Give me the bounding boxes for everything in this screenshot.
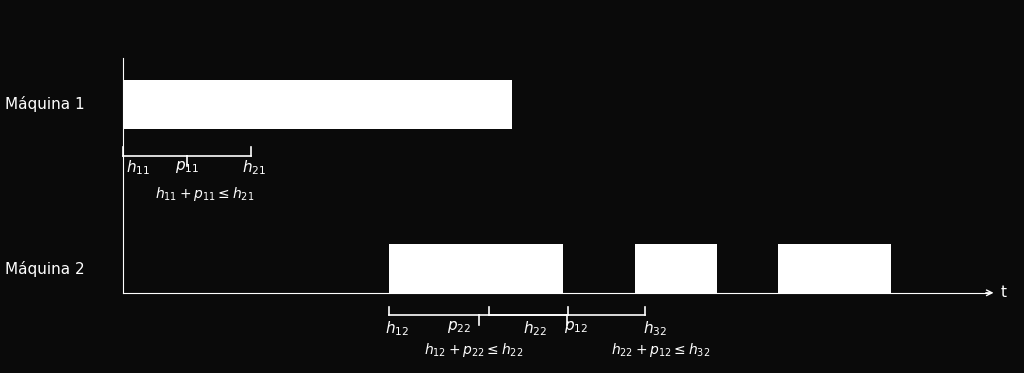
Bar <box>635 244 717 293</box>
Bar <box>389 244 563 293</box>
Text: $p_{22}$: $p_{22}$ <box>446 319 471 335</box>
Text: $h_{12}$: $h_{12}$ <box>385 319 410 338</box>
Text: t: t <box>1000 285 1007 300</box>
Text: Máquina 2: Máquina 2 <box>5 261 85 276</box>
Text: $h_{22}$: $h_{22}$ <box>523 319 548 338</box>
Text: $h_{32}$: $h_{32}$ <box>643 319 668 338</box>
Bar <box>123 80 512 129</box>
Text: $h_{22}+p_{12}\leq h_{32}$: $h_{22}+p_{12}\leq h_{32}$ <box>610 341 711 359</box>
Bar <box>778 244 891 293</box>
Text: $p_{12}$: $p_{12}$ <box>564 319 589 335</box>
Text: $p_{11}$: $p_{11}$ <box>175 159 200 175</box>
Text: Máquina 1: Máquina 1 <box>5 97 85 112</box>
Text: $h_{11}+p_{11}\leq h_{21}$: $h_{11}+p_{11}\leq h_{21}$ <box>155 185 255 203</box>
Text: $h_{11}$: $h_{11}$ <box>126 159 151 177</box>
Text: $h_{21}$: $h_{21}$ <box>242 159 266 177</box>
Text: $h_{12}+p_{22}\leq h_{22}$: $h_{12}+p_{22}\leq h_{22}$ <box>424 341 524 359</box>
